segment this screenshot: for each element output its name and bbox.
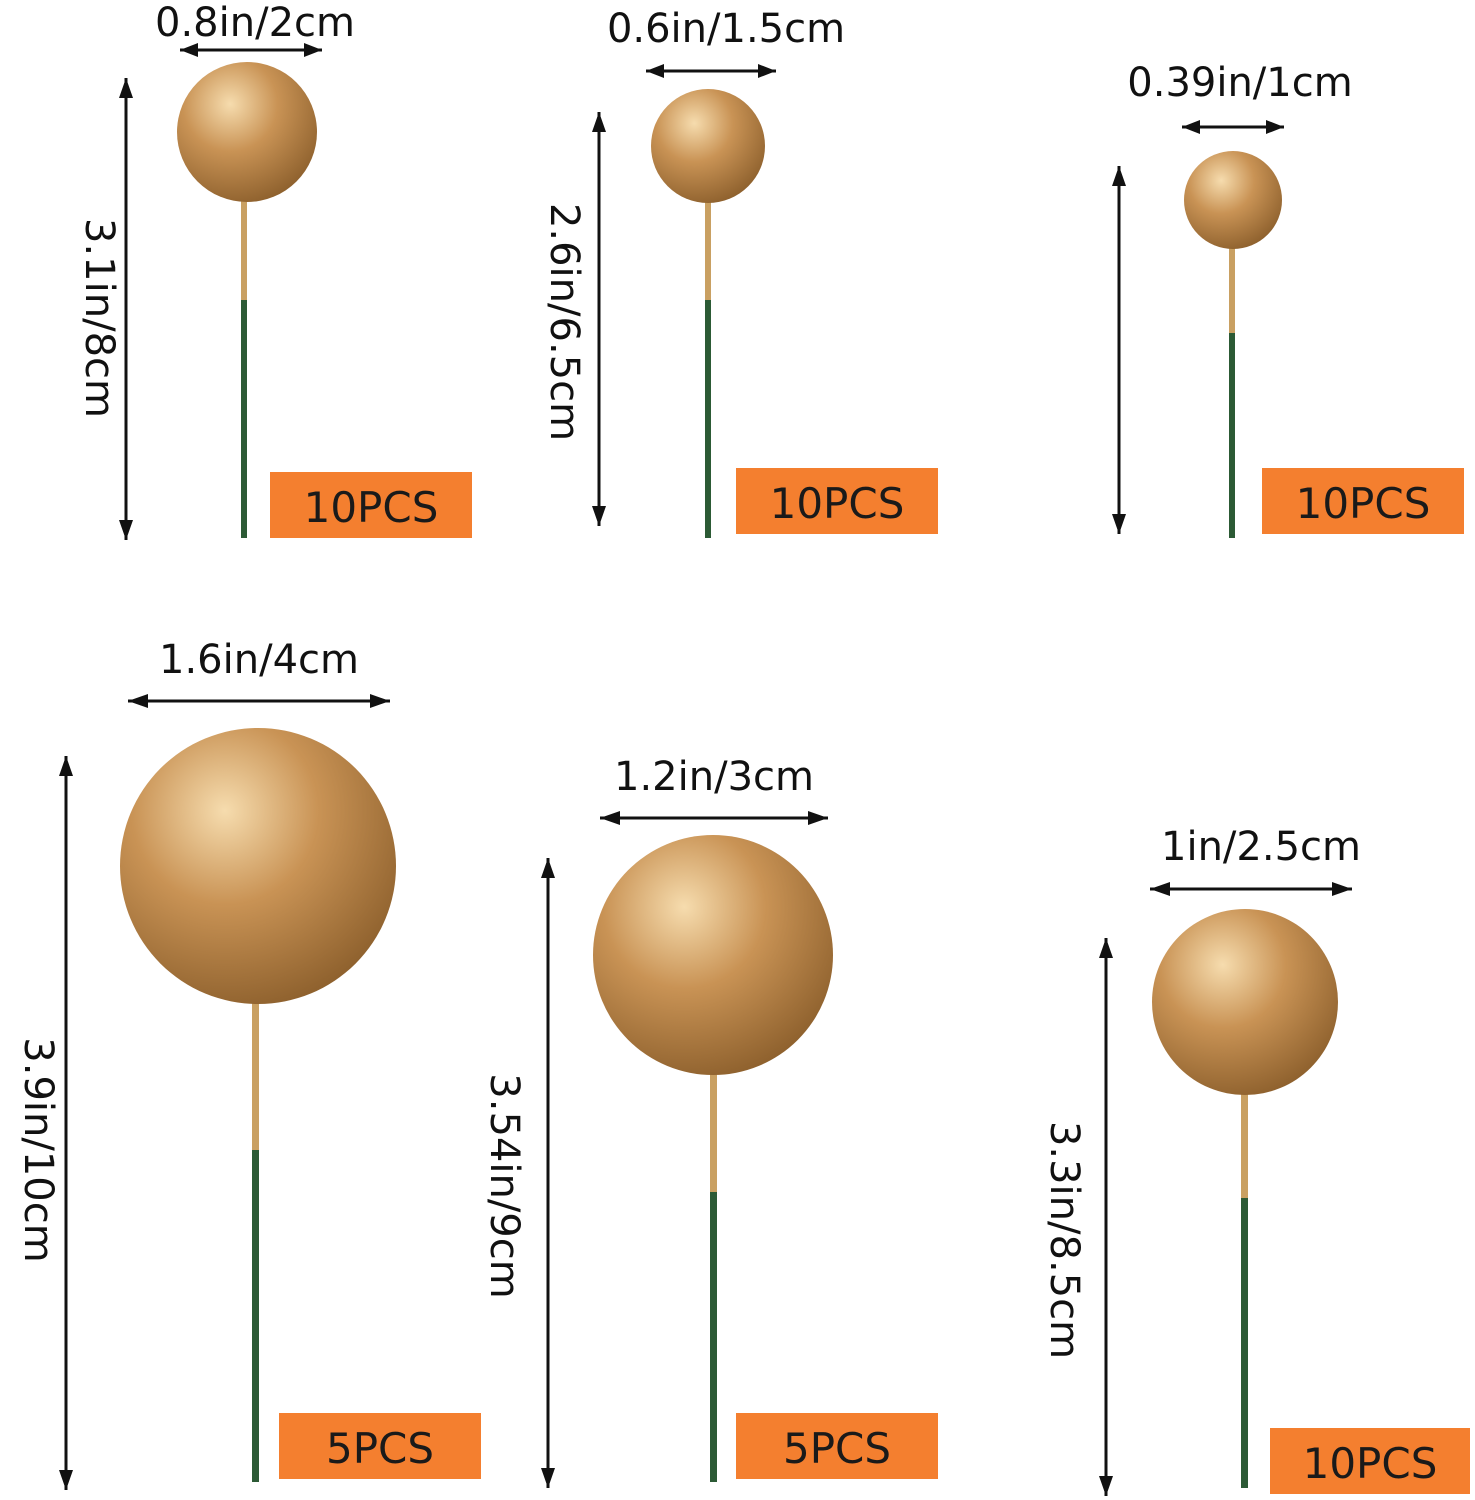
stem-gold-segment: [710, 1070, 717, 1192]
width-label: 0.39in/1cm: [1127, 60, 1352, 106]
arrow-head-left: [180, 43, 198, 57]
arrow-head-right: [758, 64, 776, 78]
ball-topper-item-1: 0.8in/2cm 3.1in/8cm 10PCS: [76, 0, 472, 540]
arrow-head-bottom: [592, 506, 606, 526]
height-label: 3.9in/10cm: [15, 1037, 61, 1262]
height-label: 3.1in/8cm: [76, 218, 122, 418]
quantity-badge: [736, 1413, 938, 1479]
arrow-head-left: [128, 694, 148, 708]
ball-topper-item-3: 0.39in/1cm 10PCS: [1112, 60, 1464, 538]
width-label: 1.2in/3cm: [614, 754, 814, 800]
arrow-head-top: [592, 112, 606, 132]
arrow-head-bottom: [59, 1470, 73, 1490]
arrow-head-left: [1150, 882, 1170, 896]
stem-green-segment: [1229, 333, 1235, 538]
arrow-head-left: [646, 64, 664, 78]
ball-topper-item-4: 1.6in/4cm 3.9in/10cm 5PCS: [15, 637, 481, 1490]
ball-topper-item-5: 1.2in/3cm 3.54in/9cm 5PCS: [481, 754, 938, 1488]
width-label: 0.8in/2cm: [155, 0, 355, 46]
stem-green-segment: [241, 300, 247, 538]
width-label: 1in/2.5cm: [1161, 824, 1361, 870]
arrow-head-right: [304, 43, 322, 57]
arrow-head-top: [1112, 166, 1126, 186]
quantity-badge: [270, 472, 472, 538]
gold-ball: [1152, 909, 1338, 1095]
gold-ball: [593, 835, 833, 1075]
quantity-label: 10PCS: [1296, 479, 1431, 528]
quantity-label: 10PCS: [770, 479, 905, 528]
gold-ball: [120, 728, 396, 1004]
quantity-label: 5PCS: [326, 1424, 434, 1473]
stem-gold-segment: [241, 200, 247, 300]
arrow-head-bottom: [119, 520, 133, 540]
arrow-head-right: [808, 811, 828, 825]
arrow-head-top: [119, 78, 133, 98]
arrow-head-right: [370, 694, 390, 708]
arrow-head-bottom: [1112, 514, 1126, 534]
quantity-badge: [1270, 1428, 1470, 1494]
arrow-head-right: [1332, 882, 1352, 896]
stem-green-segment: [710, 1192, 717, 1482]
stem-green-segment: [705, 300, 711, 538]
arrow-head-bottom: [541, 1468, 555, 1488]
quantity-badge: [736, 468, 938, 534]
stem-green-segment: [1241, 1198, 1248, 1488]
quantity-label: 5PCS: [783, 1424, 891, 1473]
stem-gold-segment: [252, 1000, 259, 1150]
ball-topper-item-6: 1in/2.5cm 3.3in/8.5cm 10PCS: [1041, 824, 1470, 1496]
arrow-head-top: [541, 858, 555, 878]
stem-gold-segment: [1241, 1090, 1248, 1198]
height-label: 3.54in/9cm: [481, 1073, 527, 1298]
arrow-head-left: [600, 811, 620, 825]
height-label: 2.6in/6.5cm: [541, 203, 587, 441]
arrow-head-left: [1182, 120, 1200, 134]
gold-ball: [177, 62, 317, 202]
arrow-head-top: [1099, 938, 1113, 958]
width-label: 1.6in/4cm: [159, 637, 359, 683]
gold-ball: [1184, 151, 1282, 249]
quantity-label: 10PCS: [1303, 1439, 1438, 1488]
ball-topper-item-2: 0.6in/1.5cm 2.6in/6.5cm 10PCS: [541, 6, 938, 538]
stem-green-segment: [252, 1150, 259, 1482]
arrow-head-bottom: [1099, 1476, 1113, 1496]
width-label: 0.6in/1.5cm: [607, 6, 845, 52]
height-label: 3.3in/8.5cm: [1041, 1121, 1087, 1359]
stem-gold-segment: [1229, 245, 1235, 333]
quantity-label: 10PCS: [304, 483, 439, 532]
arrow-head-top: [59, 756, 73, 776]
stem-gold-segment: [705, 200, 711, 300]
gold-ball: [651, 89, 765, 203]
arrow-head-right: [1266, 120, 1284, 134]
quantity-badge: [1262, 468, 1464, 534]
quantity-badge: [279, 1413, 481, 1479]
